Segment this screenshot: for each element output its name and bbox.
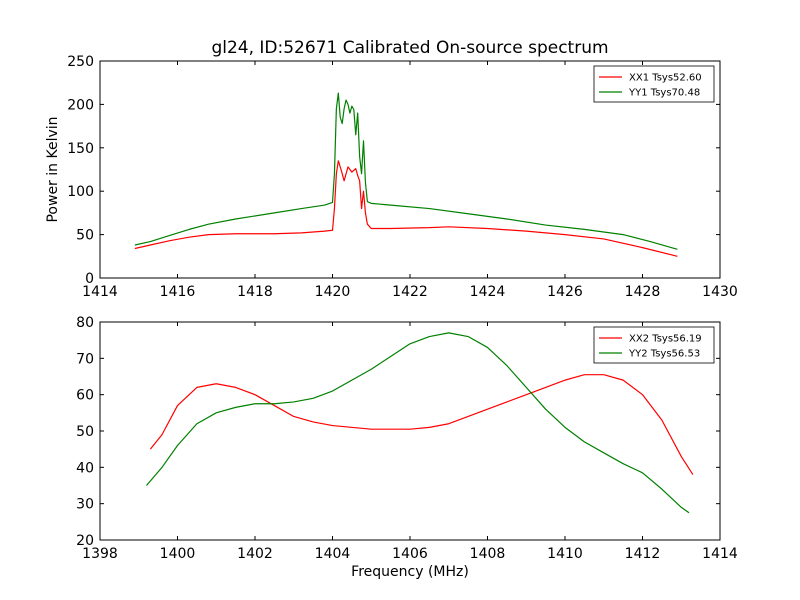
y-tick-label: 0 [85,271,94,287]
y-tick-label: 50 [76,228,94,244]
x-tick-label: 1400 [160,546,196,562]
series-line-yy-panel-2 [146,332,690,514]
x-axis-label: Frequency (MHz) [351,564,469,580]
x-tick-label: 1428 [625,284,661,300]
top-panel: 1414 1416 1418 1420 1422 1424 1426 1428 1430 0 50 1… [45,54,738,300]
y-axis-label: Power in Kelvin [45,116,61,222]
x-tick-label: 1404 [315,546,351,562]
y-tick-label: 150 [67,141,94,157]
legend-entry: YY2 Tsys56.53 [628,349,700,360]
legend-entry: YY1 Tsys70.48 [628,88,700,99]
y-tick-label: 30 [76,497,94,513]
bottom-panel: 1398 1400 1402 1404 1406 1408 1410 1412 1414 20 30… [76,315,738,580]
x-tick-label: 1402 [237,546,273,562]
legend-entry: XX1 Tsys52.60 [629,73,702,84]
x-tick-label: 1420 [315,284,351,300]
x-tick-label: 1422 [392,284,428,300]
y-tick-label: 100 [67,184,94,200]
x-tick-label: 1426 [547,284,583,300]
y-tick-label: 20 [76,533,94,549]
x-tick-label: 1410 [547,546,583,562]
series-line-yy-panel-1 [134,92,678,250]
y-tick-label: 200 [67,97,94,113]
legend-panel-2: XX2 Tsys56.19 YY2 Tsys56.53 [593,326,715,364]
x-tick-label: 1414 [702,546,738,562]
x-tick-label: 1424 [470,284,506,300]
x-tick-label: 1430 [702,284,738,300]
legend-panel-1: XX1 Tsys52.60 YY1 Tsys70.48 [593,65,715,103]
series-line-xx-panel-2 [149,374,694,475]
y-tick-label: 250 [67,54,94,70]
x-tick-label: 1416 [160,284,196,300]
x-tick-label: 1408 [470,546,506,562]
series-line-xx-panel-1 [134,160,678,257]
y-tick-label: 40 [76,460,94,476]
x-tick-label: 1414 [82,284,118,300]
x-tick-label: 1412 [625,546,661,562]
legend-box [593,326,715,364]
y-tick-label: 60 [76,388,94,404]
y-tick-label: 50 [76,424,94,440]
x-tick-label: 1418 [237,284,273,300]
y-tick-label: 70 [76,351,94,367]
y-tick-label: 80 [76,315,94,331]
legend-box [593,65,715,103]
x-tick-label: 1398 [82,546,118,562]
chart-title: gl24, ID:52671 Calibrated On-source spec… [211,38,608,58]
x-tick-label: 1406 [392,546,428,562]
legend-entry: XX2 Tsys56.19 [629,334,702,345]
